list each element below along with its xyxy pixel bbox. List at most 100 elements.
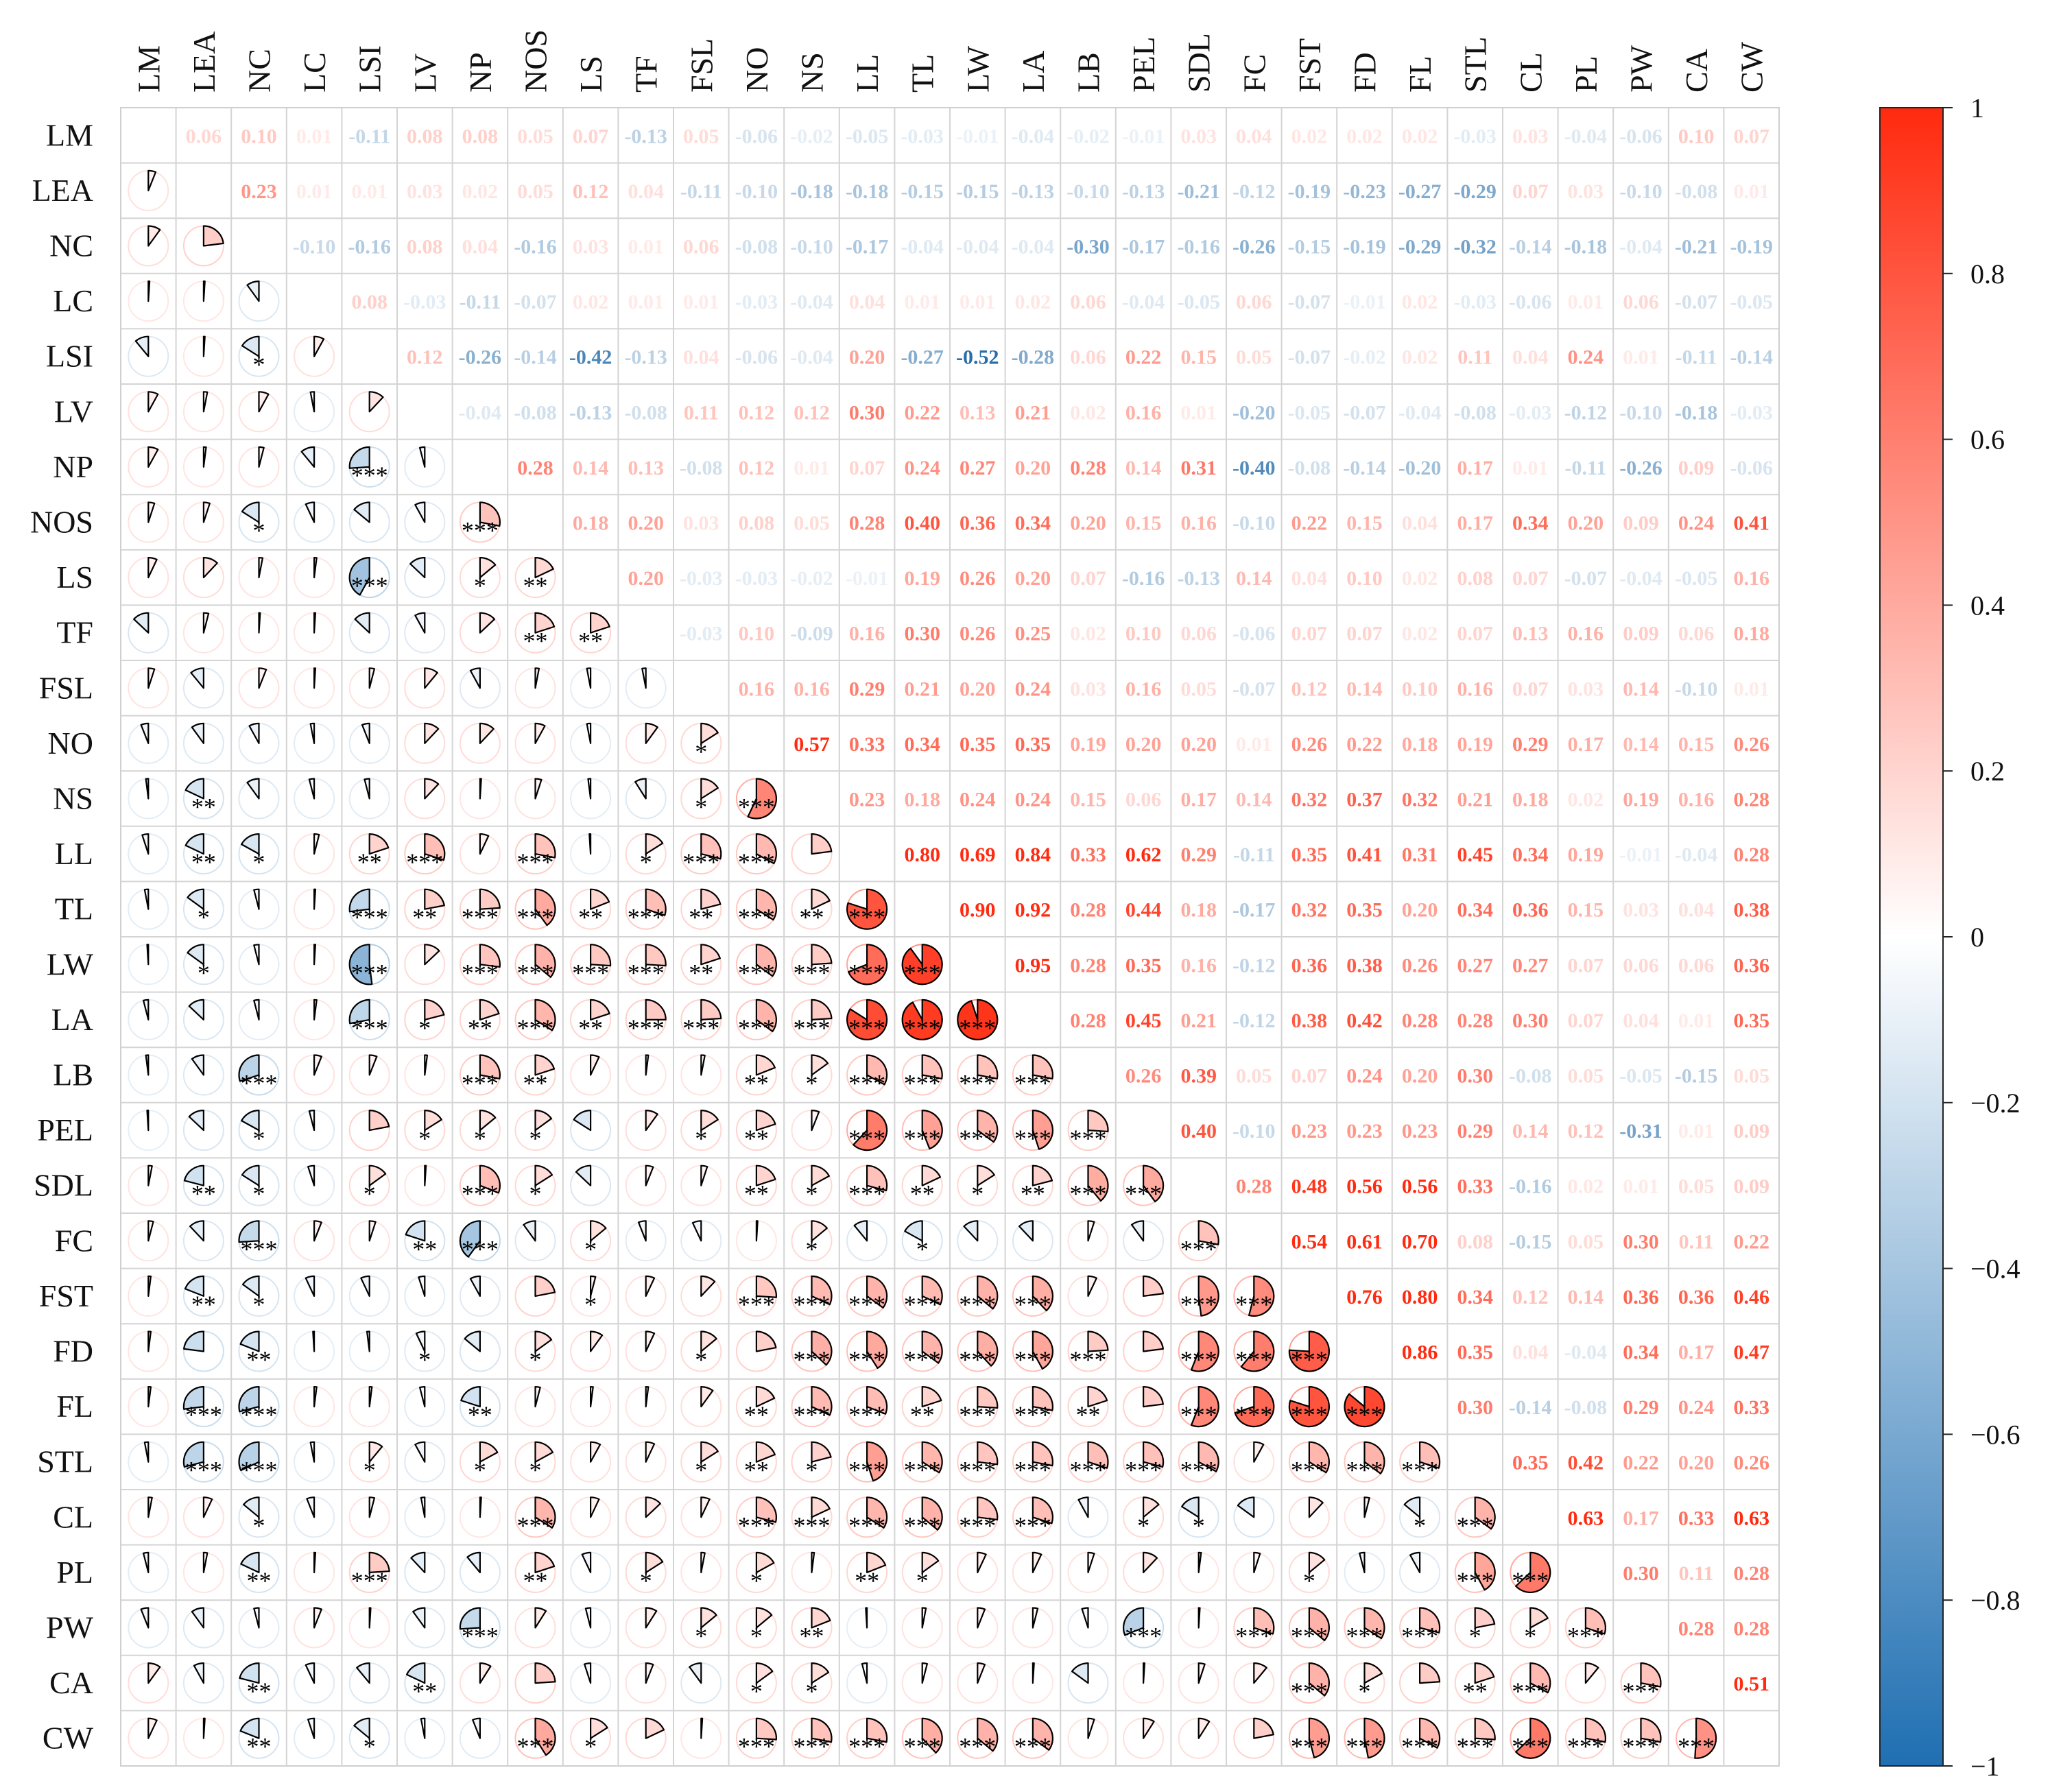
pie-wedge	[811, 1275, 833, 1306]
corr-value: 0.02	[1402, 125, 1438, 147]
pie-wedge	[479, 1110, 497, 1132]
corr-value: 0.34	[1623, 1341, 1659, 1364]
corr-value: 0.05	[1568, 1065, 1604, 1088]
pie-wedge	[1181, 1496, 1200, 1518]
pie-wedge	[700, 1054, 706, 1076]
pie-wedge	[534, 612, 556, 634]
corr-value: -0.10	[1619, 401, 1662, 424]
pie-wedge	[700, 1386, 714, 1408]
pie-wedge	[755, 1054, 776, 1076]
corr-value: -0.14	[1509, 236, 1552, 259]
pie-wedge	[1032, 1607, 1039, 1629]
pie-wedge	[368, 1054, 378, 1076]
pie-wedge	[1308, 1662, 1330, 1697]
corr-value: 0.08	[407, 236, 443, 259]
significance-mark: ***	[1125, 1180, 1162, 1208]
pie-wedge	[866, 1275, 888, 1309]
pie-wedge	[147, 391, 159, 413]
corr-value: 0.07	[1568, 954, 1604, 977]
pie-wedge	[1197, 1220, 1219, 1245]
pie-wedge	[755, 1275, 777, 1298]
corr-value: 0.06	[1125, 789, 1162, 811]
pie-wedge	[755, 1441, 776, 1463]
corr-value: 0.02	[1015, 291, 1051, 313]
pie-wedge	[348, 446, 370, 469]
pie-wedge	[1529, 1662, 1551, 1694]
pie-wedge	[360, 1275, 370, 1297]
corr-value: 0.35	[1015, 733, 1051, 756]
pie-wedge	[977, 1662, 986, 1684]
corr-value: 0.24	[1346, 1065, 1383, 1088]
significance-mark: ***	[1291, 1677, 1328, 1705]
pie-wedge	[1515, 1551, 1551, 1593]
pie-wedge	[202, 391, 208, 413]
pie-wedge	[645, 999, 667, 1020]
significance-mark: ***	[1014, 1346, 1051, 1374]
significance-mark: *	[1137, 1512, 1149, 1539]
pie-wedge	[1694, 1717, 1717, 1759]
corr-value: 0.32	[1291, 789, 1328, 811]
pie-wedge	[755, 1607, 773, 1629]
pie-wedge	[581, 1551, 592, 1573]
corr-value: 0.22	[1125, 346, 1162, 369]
pie-wedge	[901, 999, 943, 1040]
corr-value: 0.01	[1733, 678, 1769, 700]
corr-value: 0.19	[1568, 844, 1604, 866]
corr-value: -0.04	[1675, 844, 1718, 866]
pie-wedge	[1143, 1386, 1164, 1408]
corr-value: -0.15	[901, 180, 944, 203]
pie-wedge	[1308, 1607, 1330, 1642]
corr-value: 0.45	[1125, 1010, 1162, 1032]
row-label: NS	[53, 781, 93, 816]
corr-value: 0.27	[960, 457, 996, 479]
col-label: CA	[1679, 49, 1714, 93]
corr-value: 0.28	[849, 512, 885, 535]
pie-wedge	[590, 612, 610, 634]
row-label: PL	[56, 1555, 93, 1590]
pie-wedge	[243, 1496, 260, 1518]
corr-value: -0.18	[1675, 401, 1718, 424]
pie-wedge	[348, 557, 370, 596]
corr-value: 0.03	[407, 180, 443, 203]
pie-wedge	[459, 1607, 481, 1630]
significance-mark: ***	[1291, 1346, 1328, 1374]
pie-wedge	[811, 1054, 829, 1076]
corr-value: 0.21	[904, 678, 940, 700]
pie-wedge	[147, 1275, 152, 1297]
corr-value: 0.04	[1291, 567, 1328, 590]
significance-mark: ***	[185, 1401, 222, 1429]
pie-wedge	[241, 335, 260, 357]
pie-wedge	[147, 280, 151, 302]
corr-value: 0.23	[849, 789, 885, 811]
col-label: PL	[1569, 56, 1604, 93]
significance-mark: *	[695, 1346, 707, 1374]
corr-value: -0.06	[735, 125, 778, 147]
corr-value: 0.21	[1180, 1010, 1217, 1032]
pie-wedge	[147, 1386, 152, 1408]
corr-value: -0.15	[1675, 1065, 1718, 1088]
col-label: PEL	[1126, 36, 1161, 93]
pie-wedge	[700, 1330, 717, 1352]
significance-mark: ***	[351, 462, 388, 489]
corr-value: 0.24	[1568, 346, 1604, 369]
corr-value: -0.06	[1619, 125, 1662, 147]
pie-wedge	[368, 1110, 390, 1132]
corr-value: -0.18	[846, 180, 889, 203]
col-label: LL	[850, 54, 885, 93]
pie-wedge	[202, 335, 206, 357]
pie-wedge	[1081, 1607, 1089, 1629]
corr-value: 0.10	[241, 125, 277, 147]
pie-wedge	[1288, 1330, 1330, 1372]
pie-wedge	[755, 1164, 776, 1186]
significance-mark: **	[191, 1180, 216, 1208]
pie-wedge	[313, 1220, 322, 1242]
pie-wedge	[466, 1551, 481, 1573]
corr-value: 0.19	[1457, 733, 1493, 756]
pie-wedge	[1308, 1717, 1330, 1758]
pie-wedge	[368, 1441, 383, 1463]
colorbar-tick-label: 1	[1970, 93, 1984, 123]
corr-value: 0.08	[407, 125, 443, 147]
corr-value: -0.01	[956, 125, 999, 147]
corr-value: 0.01	[1236, 733, 1272, 756]
pie-wedge	[963, 1220, 979, 1242]
